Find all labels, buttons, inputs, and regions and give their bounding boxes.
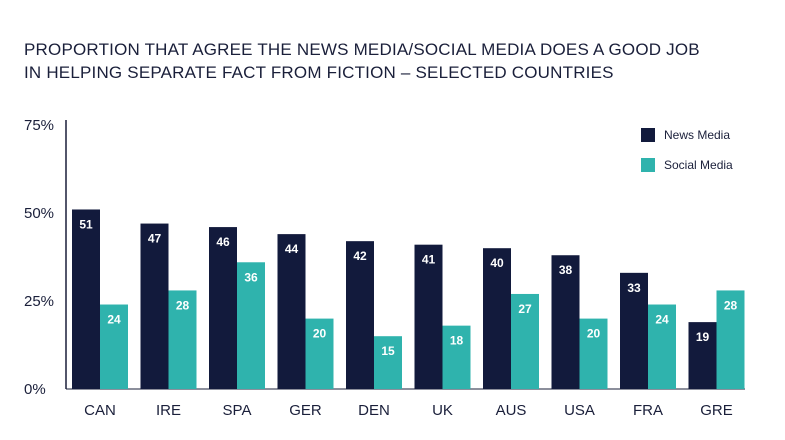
bar-social-media-aus (511, 293, 539, 389)
bar-social-media-spa (237, 262, 265, 389)
bar-news-media-can (72, 209, 100, 389)
bar-news-media-ire (140, 223, 169, 389)
bar-news-media-uk (414, 244, 443, 389)
x-tick-label-ger: GER (289, 402, 322, 419)
x-tick-label-aus: AUS (496, 402, 527, 419)
chart-title-line-2: IN HELPING SEPARATE FACT FROM FICTION – … (24, 63, 614, 82)
value-label-social-media-usa: 20 (587, 327, 601, 341)
bar-social-media-fra (648, 304, 676, 389)
x-tick-label-gre: GRE (700, 402, 733, 419)
bar-social-media-can (100, 304, 128, 389)
bar-social-media-den (374, 336, 402, 389)
bar-social-media-gre (716, 290, 745, 389)
value-label-social-media-spa: 36 (244, 270, 258, 284)
y-tick-label-75pct: 75% (24, 117, 54, 134)
bar-news-media-den (346, 241, 374, 389)
value-label-news-media-ger: 44 (285, 242, 299, 256)
bar-news-media-gre (688, 322, 717, 389)
value-label-news-media-den: 42 (353, 249, 367, 263)
chart-title: PROPORTION THAT AGREE THE NEWS MEDIA/SOC… (24, 38, 764, 84)
x-tick-label-uk: UK (432, 402, 453, 419)
bar-social-media-uk (442, 325, 471, 389)
x-tick-label-fra: FRA (633, 402, 663, 419)
bar-news-media-aus (483, 248, 511, 389)
value-label-social-media-aus: 27 (518, 302, 532, 316)
bar-news-media-usa (551, 255, 580, 389)
value-label-news-media-gre: 19 (696, 330, 710, 344)
value-label-social-media-can: 24 (107, 313, 121, 327)
x-tick-label-usa: USA (564, 402, 595, 419)
value-label-news-media-uk: 41 (422, 253, 436, 267)
y-tick-label-50pct: 50% (24, 205, 54, 222)
y-tick-label-25pct: 25% (24, 293, 54, 310)
legend-swatch-social-media (641, 158, 655, 172)
bar-news-media-spa (209, 227, 237, 389)
y-tick-label-0pct: 0% (24, 381, 46, 398)
legend-label-social-media: Social Media (664, 158, 733, 172)
bar-news-media-ger (277, 234, 306, 389)
bar-social-media-ger (305, 318, 334, 389)
value-label-social-media-fra: 24 (655, 313, 669, 327)
bar-social-media-ire (168, 290, 197, 389)
value-label-social-media-gre: 28 (724, 298, 738, 312)
chart-title-line-1: PROPORTION THAT AGREE THE NEWS MEDIA/SOC… (24, 40, 700, 59)
value-label-news-media-fra: 33 (627, 281, 641, 295)
bar-social-media-usa (579, 318, 608, 389)
x-tick-label-ire: IRE (156, 402, 181, 419)
value-label-news-media-ire: 47 (148, 232, 162, 246)
value-label-social-media-ger: 20 (313, 327, 327, 341)
legend-swatch-news-media (641, 128, 655, 142)
x-tick-label-spa: SPA (223, 402, 252, 419)
value-label-news-media-can: 51 (79, 217, 93, 231)
value-label-news-media-usa: 38 (559, 263, 573, 277)
x-tick-label-den: DEN (358, 402, 390, 419)
legend-label-news-media: News Media (664, 128, 730, 142)
value-label-news-media-aus: 40 (490, 256, 504, 270)
value-label-social-media-den: 15 (381, 344, 395, 358)
bar-news-media-fra (620, 272, 648, 389)
value-label-social-media-ire: 28 (176, 298, 190, 312)
value-label-social-media-uk: 18 (450, 334, 464, 348)
value-label-news-media-spa: 46 (216, 235, 230, 249)
x-tick-label-can: CAN (84, 402, 116, 419)
